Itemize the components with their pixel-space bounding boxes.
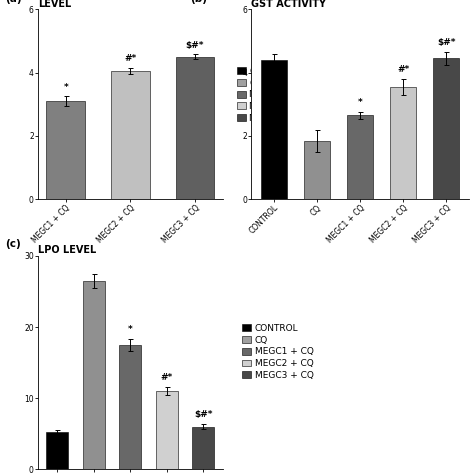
- Text: (b): (b): [190, 0, 207, 4]
- Bar: [46, 101, 85, 199]
- Text: #*: #*: [124, 54, 137, 63]
- Bar: [304, 141, 330, 199]
- Legend: CONTROL, CQ, MEGC1 + CQ, MEGC2 + CQ, MEGC3 + CQ: CONTROL, CQ, MEGC1 + CQ, MEGC2 + CQ, MEG…: [242, 324, 314, 380]
- Bar: [119, 345, 141, 469]
- Bar: [434, 58, 459, 199]
- Bar: [261, 60, 287, 199]
- Legend: CONTROL, CQ, MEGC1 + CQ, MEGC2 + CQ, MEGC3 + CQ: CONTROL, CQ, MEGC1 + CQ, MEGC2 + CQ, MEG…: [237, 67, 308, 123]
- Bar: [192, 427, 214, 469]
- Bar: [156, 391, 178, 469]
- Text: *: *: [358, 98, 363, 107]
- Text: #*: #*: [161, 373, 173, 382]
- Text: $#*: $#*: [186, 41, 204, 50]
- Bar: [391, 87, 416, 199]
- Text: #*: #*: [397, 65, 410, 74]
- Text: *: *: [64, 82, 68, 91]
- Bar: [46, 432, 68, 469]
- Bar: [111, 71, 150, 199]
- Text: LEVEL: LEVEL: [38, 0, 71, 9]
- Text: $#*: $#*: [194, 410, 213, 419]
- Text: $#*: $#*: [437, 38, 456, 47]
- Text: *: *: [128, 325, 133, 334]
- Bar: [347, 115, 373, 199]
- Text: (c): (c): [5, 239, 20, 249]
- Bar: [83, 281, 105, 469]
- Text: LPO LEVEL: LPO LEVEL: [38, 245, 96, 255]
- Text: GST ACTIVITY: GST ACTIVITY: [251, 0, 326, 9]
- Bar: [175, 57, 214, 199]
- Text: (a): (a): [5, 0, 21, 4]
